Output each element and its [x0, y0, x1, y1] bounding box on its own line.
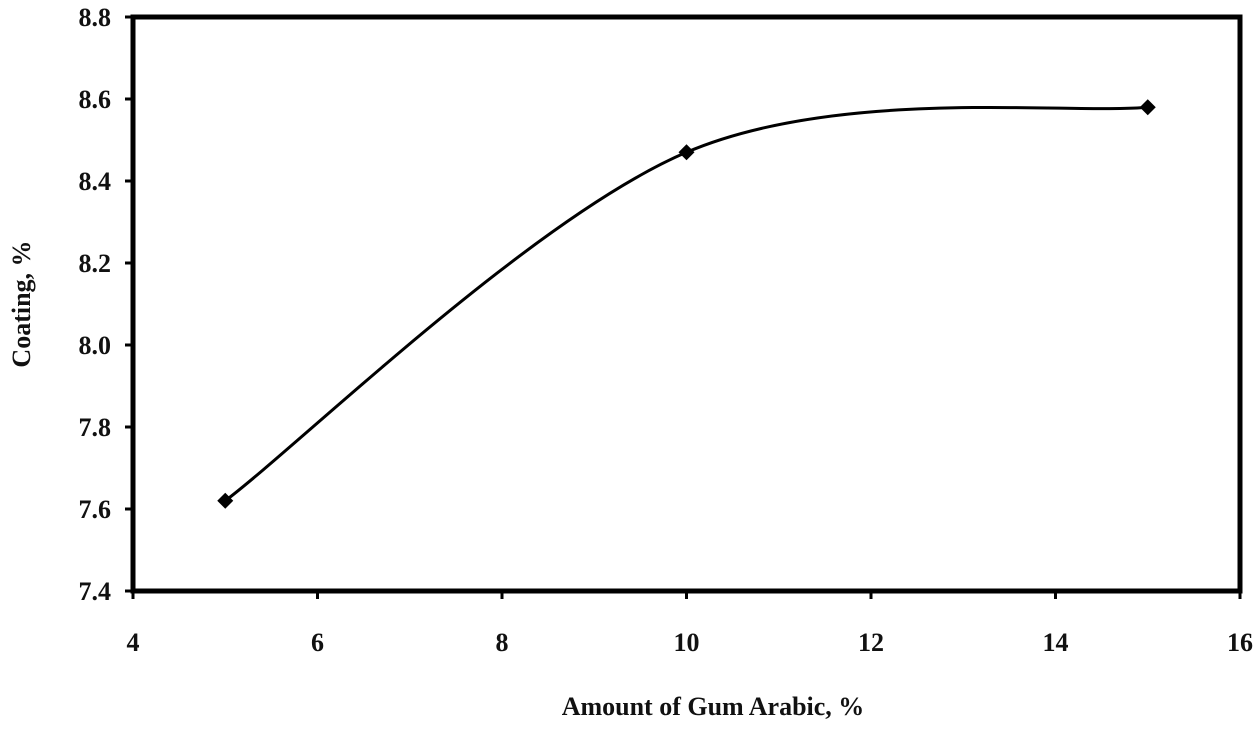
x-axis-title: Amount of Gum Arabic, %	[562, 692, 865, 721]
y-tick-label: 8.6	[79, 85, 112, 114]
x-tick-label: 10	[674, 628, 700, 657]
y-axis-title: Coating, %	[7, 240, 36, 367]
x-tick-label: 14	[1043, 628, 1069, 657]
y-tick-label: 7.8	[79, 413, 112, 442]
x-tick-label: 16	[1227, 628, 1253, 657]
y-tick-label: 7.6	[79, 495, 112, 524]
data-point-marker	[1139, 99, 1156, 116]
x-tick-label: 4	[127, 628, 140, 657]
series-line	[224, 105, 1148, 502]
y-tick-label: 8.2	[79, 249, 112, 278]
data-point-marker	[217, 492, 234, 509]
y-tick-label: 7.4	[79, 577, 112, 606]
x-tick-label: 6	[311, 628, 324, 657]
x-tick-label: 8	[496, 628, 509, 657]
y-tick-label: 8.4	[79, 167, 112, 196]
plot-area	[130, 14, 1243, 594]
y-tick-label: 8.8	[79, 3, 112, 32]
x-tick-label: 12	[858, 628, 884, 657]
data-point-marker	[678, 144, 695, 161]
y-tick-label: 8.0	[79, 331, 112, 360]
